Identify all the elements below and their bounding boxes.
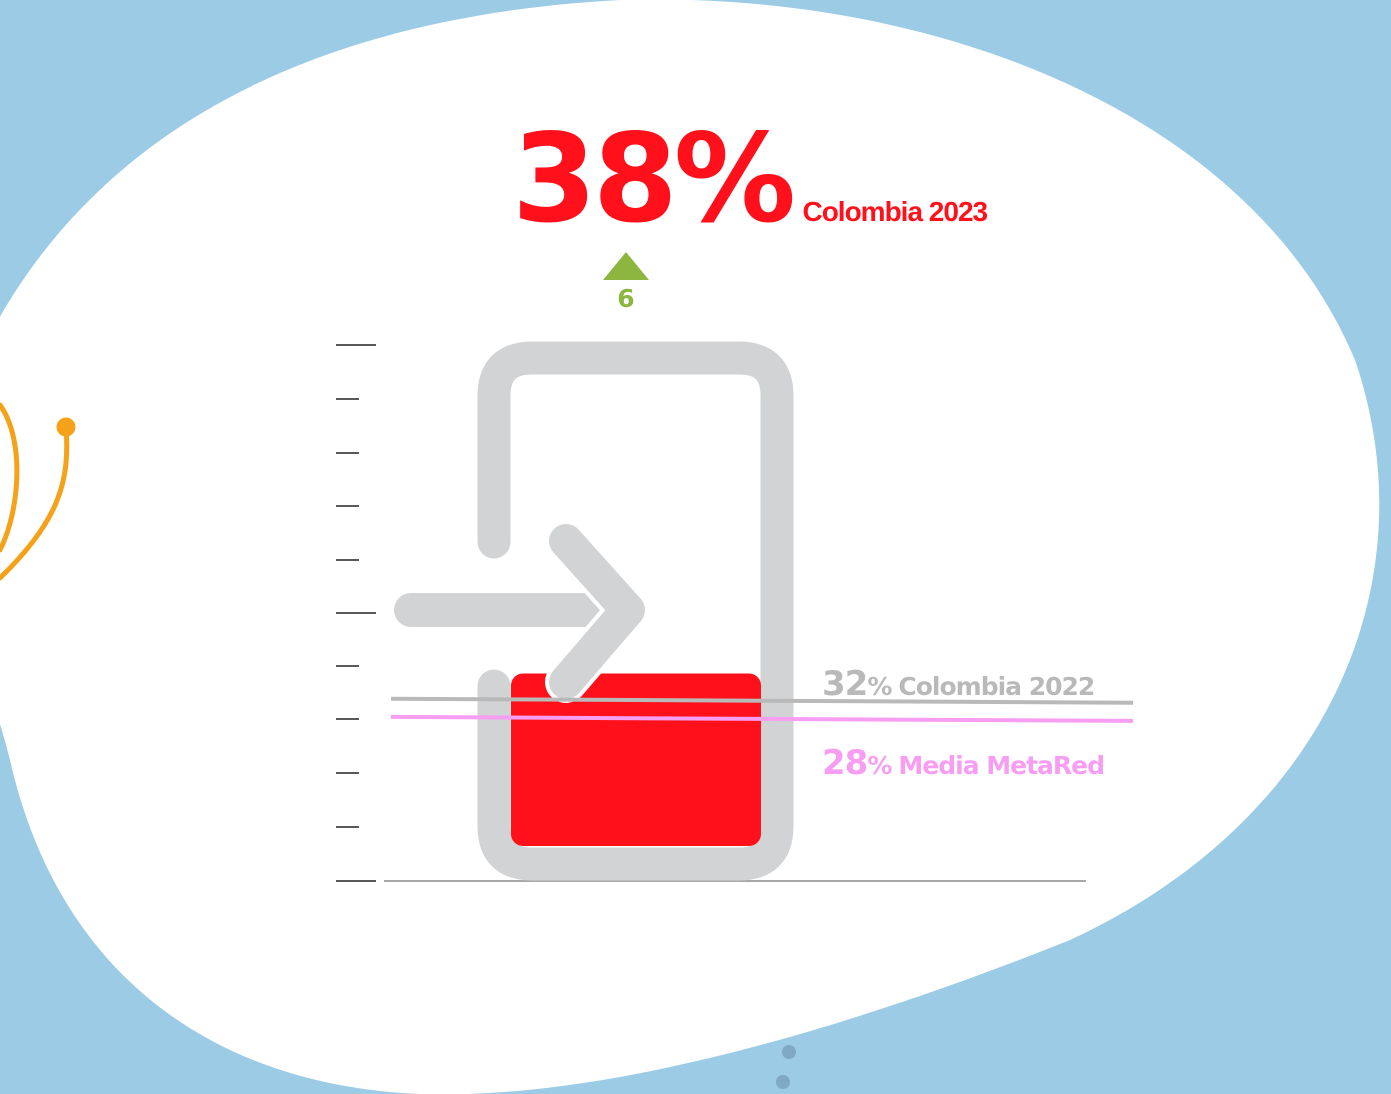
headline: 38% Colombia 2023 (512, 118, 988, 240)
reference-label-colombia-2022: 32% Colombia 2022 (822, 664, 1095, 704)
headline-label: Colombia 2023 (802, 196, 988, 227)
reference-value: 32 (822, 664, 868, 704)
triangle-up-icon (603, 252, 649, 280)
change-indicator: 6 (603, 252, 649, 311)
reference-unit: % (867, 672, 893, 701)
reference-label: Colombia 2022 (898, 672, 1095, 701)
reference-line-colombia-2022 (390, 696, 1134, 705)
y-axis-ticks (336, 344, 376, 882)
reference-label-media-metared: 28% Media MetaRed (822, 743, 1105, 783)
reference-value: 28 (822, 743, 868, 783)
orange-decoration (0, 402, 76, 581)
headline-value: 38% (512, 108, 796, 250)
change-value: 6 (617, 284, 635, 313)
reference-unit: % (867, 751, 893, 780)
reference-label: Media MetaRed (898, 751, 1105, 780)
blue-dots (776, 1045, 796, 1089)
reference-line-media-metared (390, 714, 1134, 723)
